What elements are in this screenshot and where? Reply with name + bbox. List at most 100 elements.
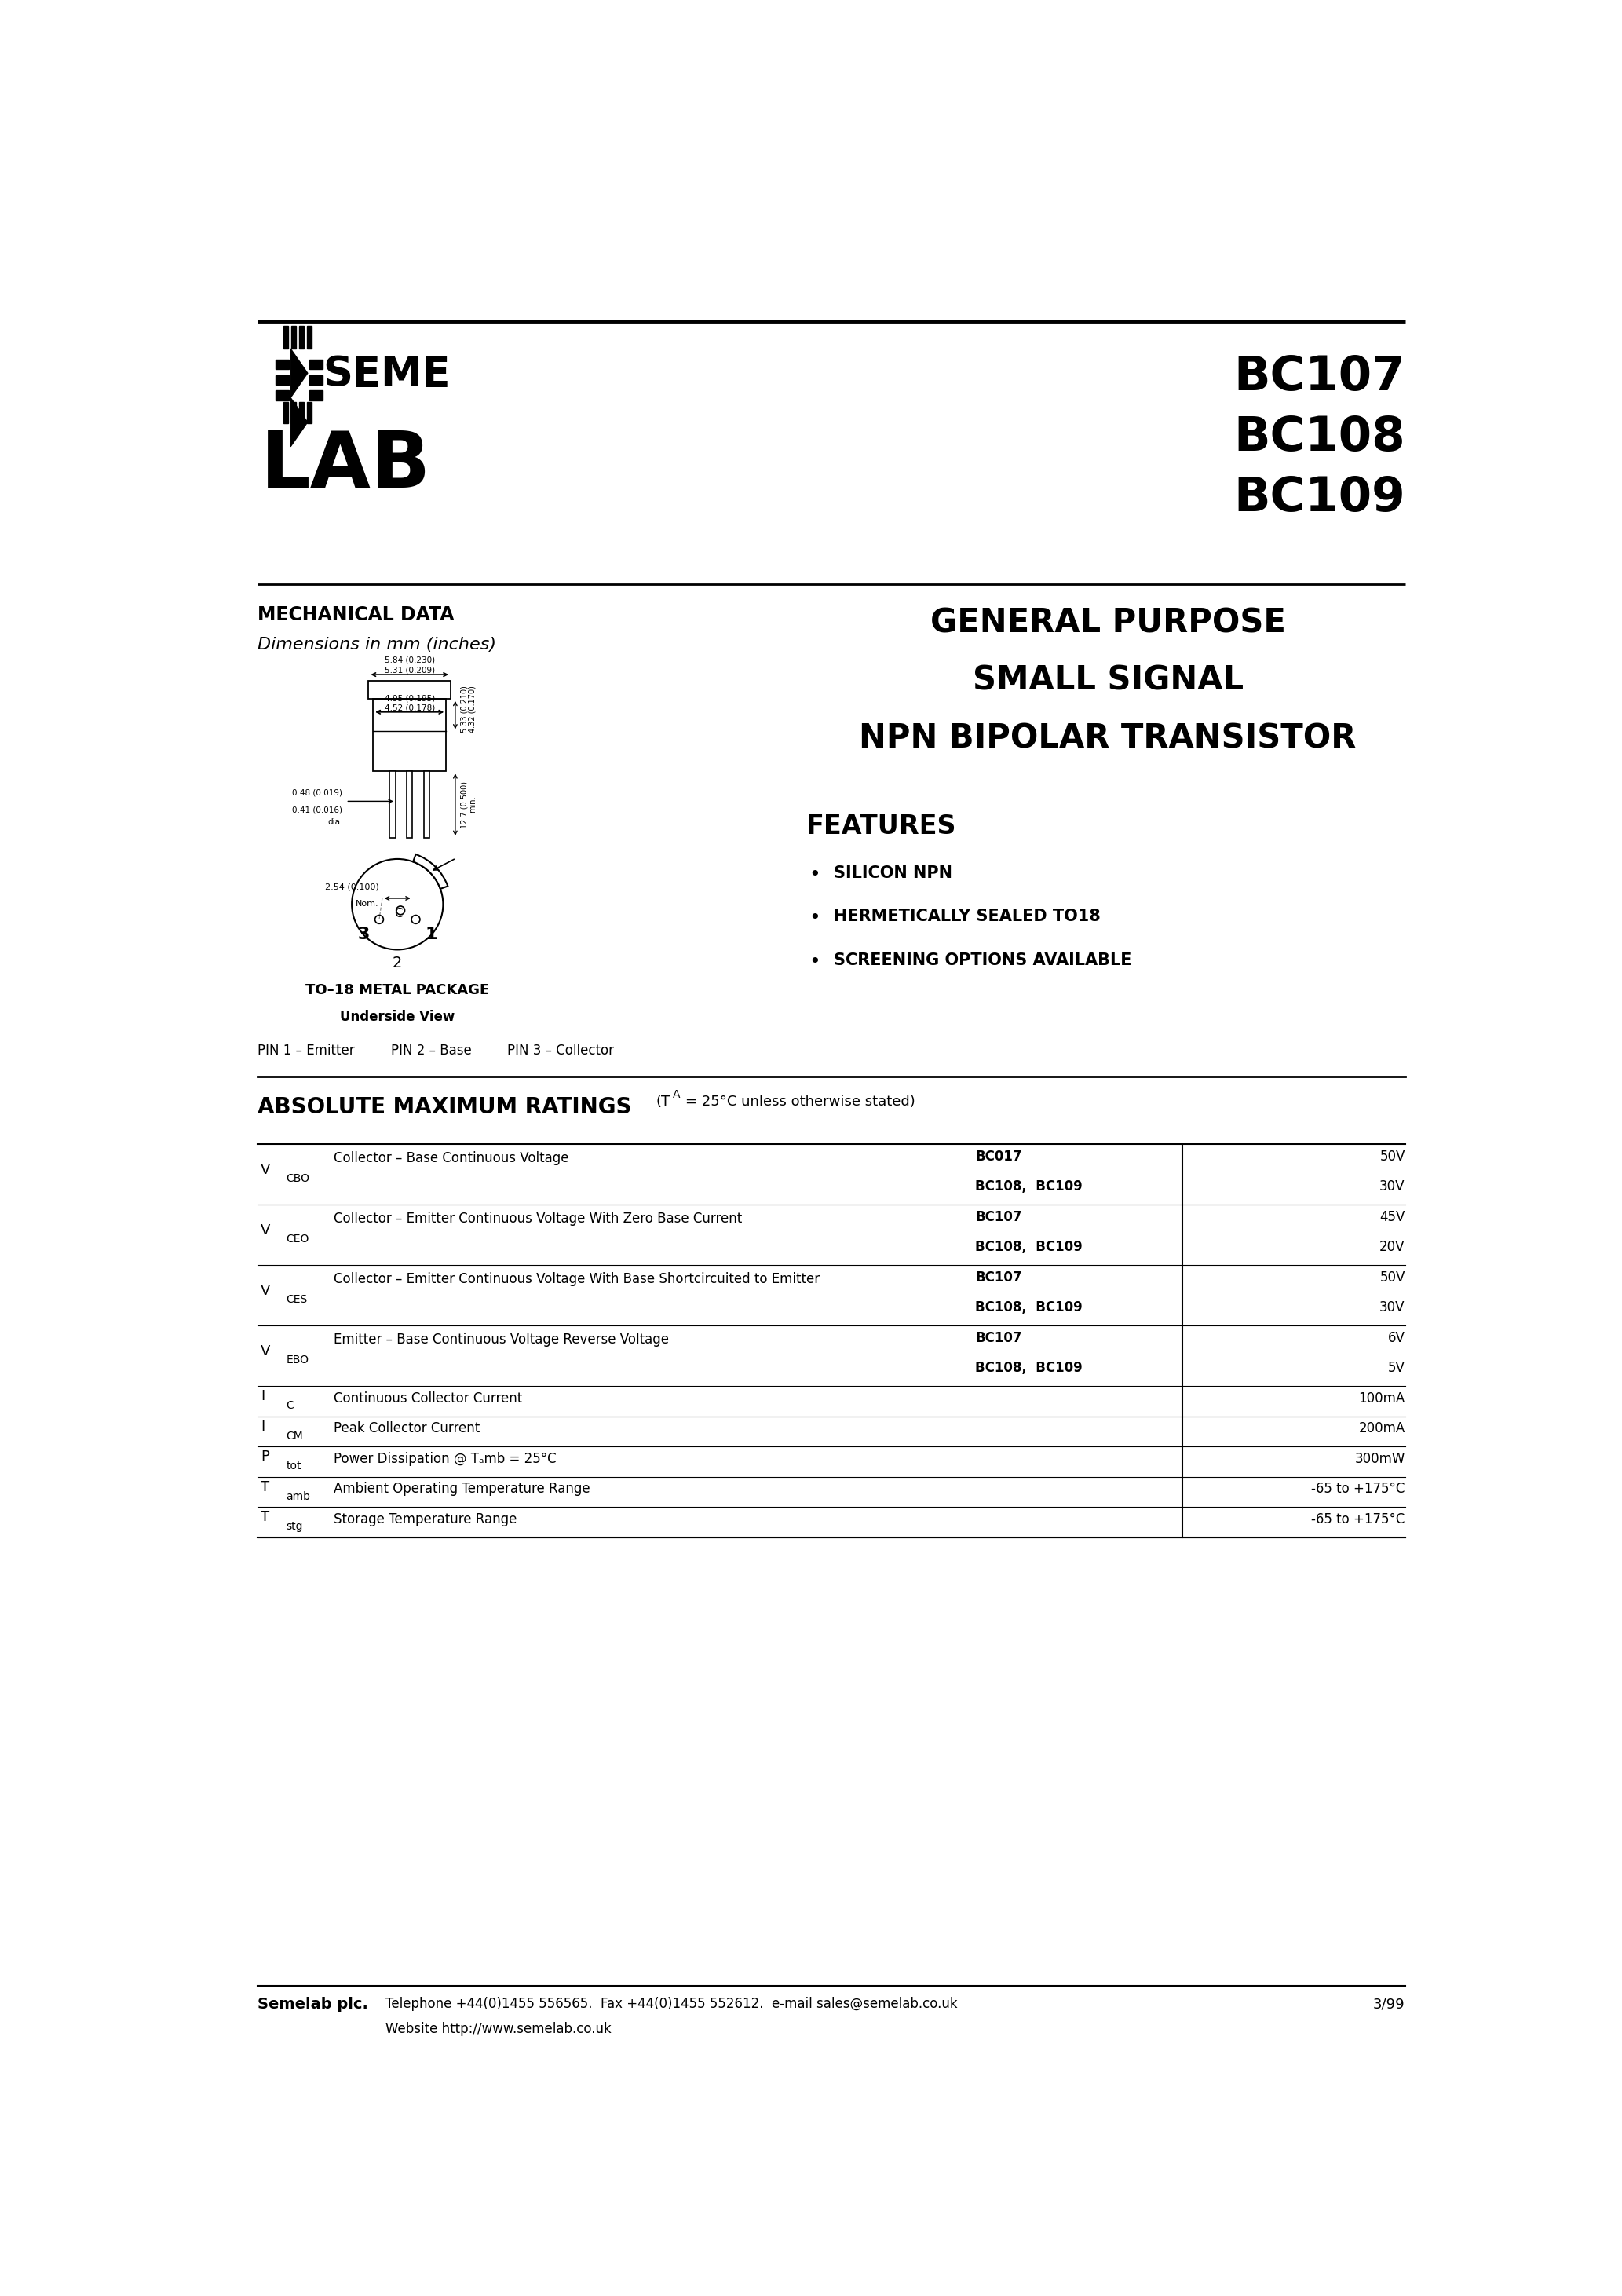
Text: min.: min. — [469, 797, 477, 813]
Text: 12.7 (0.500): 12.7 (0.500) — [461, 781, 469, 829]
Text: 0.41 (0.016): 0.41 (0.016) — [292, 806, 342, 813]
Text: P: P — [261, 1449, 269, 1465]
Text: 6V: 6V — [1388, 1332, 1405, 1345]
Text: Peak Collector Current: Peak Collector Current — [334, 1421, 480, 1435]
Text: I: I — [261, 1389, 264, 1403]
Bar — [292, 402, 297, 422]
Text: SEME: SEME — [323, 354, 449, 395]
Text: TO–18 METAL PACKAGE: TO–18 METAL PACKAGE — [305, 983, 490, 996]
Text: NPN BIPOLAR TRANSISTOR: NPN BIPOLAR TRANSISTOR — [860, 721, 1356, 755]
Text: T: T — [261, 1481, 269, 1495]
Text: Emitter – Base Continuous Voltage Reverse Voltage: Emitter – Base Continuous Voltage Revers… — [334, 1332, 668, 1345]
Bar — [407, 771, 412, 838]
Text: ABSOLUTE MAXIMUM RATINGS: ABSOLUTE MAXIMUM RATINGS — [258, 1095, 631, 1118]
Text: 200mA: 200mA — [1359, 1421, 1405, 1435]
Text: 3: 3 — [358, 928, 370, 941]
Bar — [310, 374, 323, 386]
Text: V: V — [261, 1162, 271, 1178]
Bar — [284, 402, 289, 422]
Text: -65 to +175°C: -65 to +175°C — [1311, 1481, 1405, 1497]
Text: PIN 2 – Base: PIN 2 – Base — [391, 1042, 472, 1058]
Text: •: • — [809, 953, 821, 971]
Text: SMALL SIGNAL: SMALL SIGNAL — [972, 664, 1244, 698]
Text: V: V — [261, 1224, 271, 1238]
Text: Collector – Emitter Continuous Voltage With Base Shortcircuited to Emitter: Collector – Emitter Continuous Voltage W… — [334, 1272, 819, 1286]
Text: BC017: BC017 — [975, 1150, 1022, 1164]
Text: Collector – Base Continuous Voltage: Collector – Base Continuous Voltage — [334, 1150, 569, 1164]
Text: C: C — [394, 907, 402, 918]
Text: LAB: LAB — [261, 427, 431, 505]
Text: 30V: 30V — [1380, 1180, 1405, 1194]
Text: 50V: 50V — [1380, 1270, 1405, 1283]
Text: CES: CES — [285, 1295, 308, 1304]
Text: BC107: BC107 — [975, 1270, 1022, 1283]
Wedge shape — [414, 854, 448, 889]
Text: 5.33 (0.210): 5.33 (0.210) — [461, 687, 469, 732]
Text: Underside View: Underside View — [341, 1010, 454, 1024]
Text: 300mW: 300mW — [1354, 1451, 1405, 1465]
Bar — [368, 680, 451, 698]
Text: MECHANICAL DATA: MECHANICAL DATA — [258, 606, 454, 625]
Text: SILICON NPN: SILICON NPN — [834, 866, 952, 882]
Text: 3/99: 3/99 — [1374, 1998, 1405, 2011]
Text: Ambient Operating Temperature Range: Ambient Operating Temperature Range — [334, 1481, 590, 1497]
Text: BC107: BC107 — [975, 1210, 1022, 1224]
Text: tot: tot — [285, 1460, 302, 1472]
Text: 4.52 (0.178): 4.52 (0.178) — [384, 703, 435, 712]
Text: Storage Temperature Range: Storage Temperature Range — [334, 1513, 517, 1527]
Text: 0.48 (0.019): 0.48 (0.019) — [292, 788, 342, 797]
Text: I: I — [261, 1419, 264, 1433]
Bar — [373, 698, 446, 771]
Text: BC107: BC107 — [1233, 354, 1405, 400]
Text: •: • — [809, 909, 821, 928]
Text: BC109: BC109 — [1233, 475, 1405, 521]
Bar — [276, 390, 289, 400]
Text: 45V: 45V — [1380, 1210, 1405, 1224]
Text: Nom.: Nom. — [355, 900, 380, 907]
Text: 5V: 5V — [1388, 1362, 1405, 1375]
Polygon shape — [290, 349, 308, 397]
Text: FEATURES: FEATURES — [806, 813, 957, 840]
Text: C: C — [285, 1401, 294, 1412]
Text: BC108: BC108 — [1233, 416, 1405, 461]
Bar — [307, 326, 311, 349]
Text: HERMETICALLY SEALED TO18: HERMETICALLY SEALED TO18 — [834, 909, 1100, 925]
Text: BC108,  BC109: BC108, BC109 — [975, 1362, 1083, 1375]
Text: stg: stg — [285, 1520, 303, 1531]
Text: 4.95 (0.195): 4.95 (0.195) — [384, 693, 435, 703]
Text: 5.84 (0.230): 5.84 (0.230) — [384, 657, 435, 664]
Text: 100mA: 100mA — [1359, 1391, 1405, 1405]
Text: BC108,  BC109: BC108, BC109 — [975, 1180, 1083, 1194]
Bar — [284, 326, 289, 349]
Text: V: V — [261, 1283, 271, 1297]
Bar — [276, 360, 289, 370]
Bar — [423, 771, 430, 838]
Text: EBO: EBO — [285, 1355, 308, 1366]
Text: 50V: 50V — [1380, 1150, 1405, 1164]
Bar — [310, 390, 323, 400]
Text: CM: CM — [285, 1430, 303, 1442]
Text: BC107: BC107 — [975, 1332, 1022, 1345]
Text: 2.54 (0.100): 2.54 (0.100) — [326, 884, 380, 891]
Text: T: T — [261, 1511, 269, 1525]
Polygon shape — [290, 397, 308, 448]
Text: Power Dissipation @ Tₐmb = 25°C: Power Dissipation @ Tₐmb = 25°C — [334, 1451, 556, 1465]
Text: 20V: 20V — [1380, 1240, 1405, 1254]
Text: Collector – Emitter Continuous Voltage With Zero Base Current: Collector – Emitter Continuous Voltage W… — [334, 1212, 741, 1226]
Text: -65 to +175°C: -65 to +175°C — [1311, 1513, 1405, 1527]
Text: SCREENING OPTIONS AVAILABLE: SCREENING OPTIONS AVAILABLE — [834, 953, 1132, 969]
Text: PIN 1 – Emitter: PIN 1 – Emitter — [258, 1042, 355, 1058]
Text: A: A — [673, 1088, 681, 1100]
Bar — [292, 326, 297, 349]
Bar — [310, 360, 323, 370]
Text: BC108,  BC109: BC108, BC109 — [975, 1300, 1083, 1316]
Text: GENERAL PURPOSE: GENERAL PURPOSE — [929, 606, 1286, 641]
Bar — [300, 402, 303, 422]
Bar — [300, 326, 303, 349]
Text: Semelab plc.: Semelab plc. — [258, 1998, 368, 2011]
Text: Continuous Collector Current: Continuous Collector Current — [334, 1391, 522, 1405]
Bar — [276, 374, 289, 386]
Bar — [307, 402, 311, 422]
Text: 2: 2 — [393, 955, 402, 971]
Text: 30V: 30V — [1380, 1300, 1405, 1316]
